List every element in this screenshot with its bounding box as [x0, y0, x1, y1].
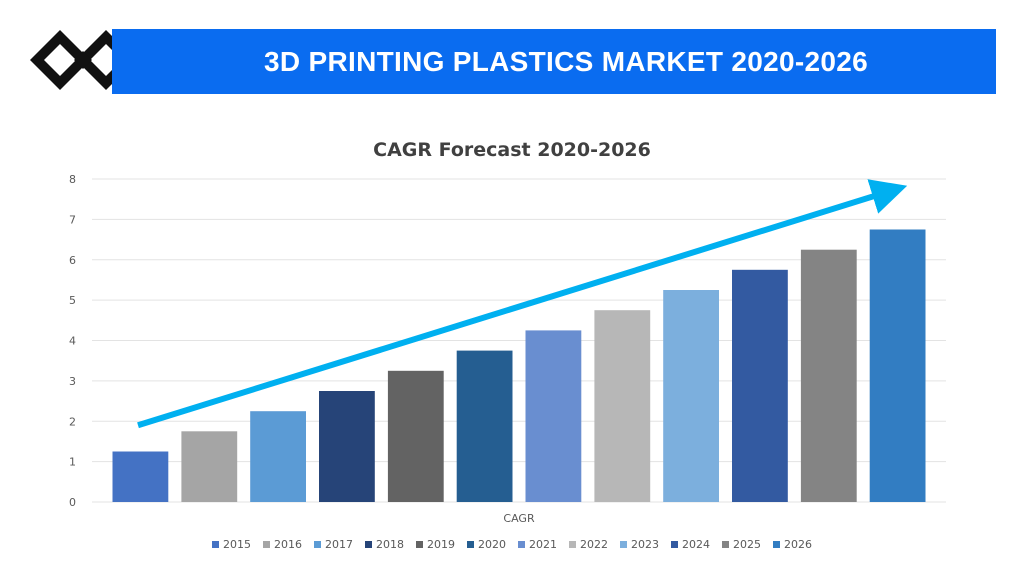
legend-item-2025: 2025 [722, 538, 761, 551]
legend-label: 2020 [478, 537, 506, 551]
header-banner: 3D PRINTING PLASTICS MARKET 2020-2026 [112, 29, 996, 94]
y-tick-label: 1 [69, 456, 76, 469]
legend-swatch [671, 540, 678, 548]
legend-item-2017: 2017 [314, 538, 353, 551]
bar-2025 [800, 249, 857, 502]
legend-swatch [569, 540, 576, 548]
legend-label: 2025 [733, 537, 761, 551]
bar-2019 [387, 370, 444, 502]
legend-swatch [314, 540, 321, 548]
legend-label: 2024 [682, 537, 710, 551]
chart-legend: 2015 2016 2017 2018 2019 2020 2021 2022 2023 2024… [0, 536, 1024, 552]
legend-label: 2017 [325, 537, 353, 551]
legend-label: 2015 [223, 537, 251, 551]
x-axis-label: CAGR [503, 512, 535, 525]
legend-item-2018: 2018 [365, 538, 404, 551]
legend-label: 2026 [784, 537, 812, 551]
bar-2023 [663, 290, 719, 502]
legend-swatch [416, 540, 423, 548]
page-title: 3D PRINTING PLASTICS MARKET 2020-2026 [264, 45, 868, 77]
legend-item-2020: 2020 [467, 538, 506, 551]
legend-swatch [518, 540, 525, 548]
bar-2021 [525, 330, 582, 502]
legend-item-2016: 2016 [263, 538, 302, 551]
legend-item-2015: 2015 [212, 538, 251, 551]
legend-item-2021: 2021 [518, 538, 557, 551]
legend-swatch [263, 540, 270, 548]
legend-item-2026: 2026 [773, 538, 812, 551]
bar-2016 [181, 431, 238, 502]
bar-2022 [594, 310, 651, 502]
bar-2015 [112, 451, 169, 502]
legend-swatch [773, 540, 780, 548]
trend-arrow [137, 179, 908, 429]
legend-swatch [365, 540, 372, 548]
legend-item-2022: 2022 [569, 538, 608, 551]
legend-swatch [722, 540, 729, 548]
chart-title: CAGR Forecast 2020-2026 [373, 139, 651, 161]
y-tick-label: 3 [69, 375, 76, 388]
legend-swatch [620, 540, 627, 548]
y-tick-label: 8 [69, 173, 76, 186]
y-tick-label: 0 [69, 496, 76, 509]
y-tick-label: 5 [69, 294, 76, 307]
y-tick-label: 7 [69, 213, 76, 226]
legend-label: 2019 [427, 537, 455, 551]
y-tick-label: 6 [69, 254, 76, 267]
legend-label: 2022 [580, 537, 608, 551]
bar-2020 [456, 350, 513, 502]
legend-item-2024: 2024 [671, 538, 710, 551]
legend-item-2019: 2019 [416, 538, 455, 551]
legend-label: 2023 [631, 537, 659, 551]
bar-2024 [732, 269, 788, 502]
bar-2017 [250, 411, 306, 502]
y-tick-label: 4 [69, 335, 76, 348]
legend-label: 2018 [376, 537, 404, 551]
legend-swatch [212, 540, 219, 548]
legend-label: 2021 [529, 537, 557, 551]
y-tick-label: 2 [69, 415, 76, 428]
legend-label: 2016 [274, 537, 302, 551]
legend-swatch [467, 540, 474, 548]
bar-2018 [319, 391, 375, 502]
bar-2026 [869, 229, 926, 502]
legend-item-2023: 2023 [620, 538, 659, 551]
